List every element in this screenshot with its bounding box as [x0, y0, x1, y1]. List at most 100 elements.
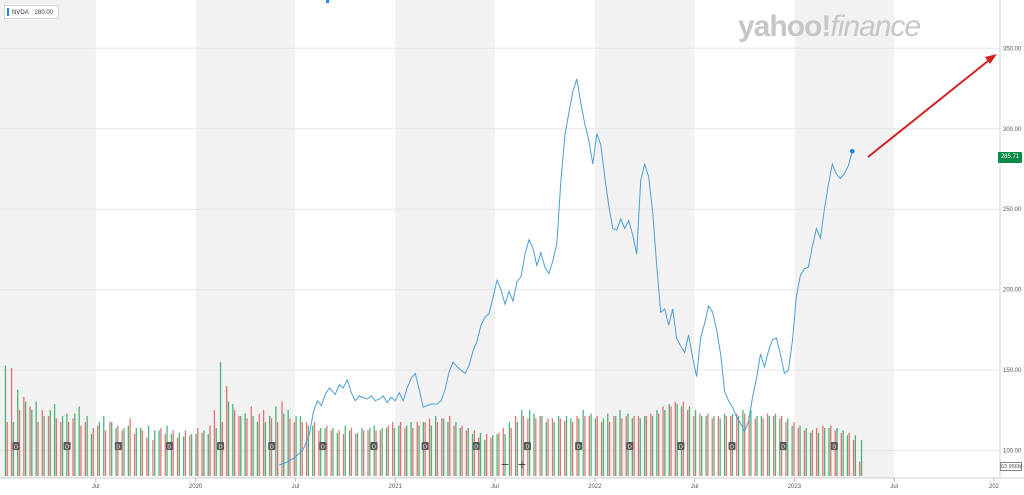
y-tick-label: 250.00: [1003, 207, 1022, 213]
volume-bar: [135, 428, 137, 476]
zoom-in-button[interactable]: +: [517, 456, 527, 472]
dividend-marker-label: D: [14, 445, 18, 451]
y-axis-ticks: 100.00 150.00 200.00 250.00 300.00 350.00: [1003, 46, 1022, 454]
shaded-band: [195, 0, 296, 478]
volume-bar: [258, 413, 260, 476]
volume-bar: [471, 434, 474, 476]
volume-bar: [600, 422, 603, 476]
volume-bar: [252, 416, 254, 476]
volume-bar: [160, 428, 162, 476]
volume-bar: [725, 416, 727, 476]
last-price-tag: 285.71: [998, 152, 1022, 163]
volume-bar: [854, 435, 857, 476]
volume-bar: [717, 416, 720, 476]
volume-bar: [141, 430, 144, 476]
volume-bars: [4, 362, 863, 476]
volume-bar: [178, 432, 180, 476]
volume-bar: [803, 430, 806, 476]
volume-bar: [680, 406, 683, 476]
volume-bar: [275, 406, 277, 476]
volume-bar: [201, 432, 203, 476]
volume-bar: [490, 437, 492, 476]
dividend-marker-label: D: [832, 445, 836, 451]
dividend-marker: [472, 442, 480, 450]
volume-bar: [154, 430, 156, 476]
volume-bar: [455, 422, 457, 476]
volume-bar: [504, 434, 506, 476]
gridlines: [0, 0, 1024, 479]
volume-bar: [541, 416, 543, 476]
volume-bar: [750, 410, 752, 476]
last-price-dot: [849, 148, 855, 154]
dividend-marker-label: D: [423, 445, 427, 451]
volume-bar: [326, 425, 328, 476]
volume-bar: [318, 430, 320, 476]
volume-bar: [283, 413, 285, 476]
volume-bar: [682, 401, 684, 476]
volume-bar: [320, 428, 322, 476]
volume-bar: [859, 461, 861, 476]
ticker-value: 280.00: [34, 10, 54, 16]
volume-bar: [281, 401, 283, 476]
volume-bar: [539, 416, 541, 476]
zoom-out-button[interactable]: −: [500, 456, 510, 472]
dividend-marker-label: D: [372, 445, 376, 451]
volume-bar: [498, 432, 500, 476]
volume-bar: [639, 418, 641, 476]
volume-bar: [809, 432, 812, 476]
volume-bar: [608, 422, 611, 476]
volume-bar: [129, 418, 131, 476]
volume-bar: [547, 418, 549, 476]
volume-bar: [342, 434, 345, 476]
volume-bar: [355, 434, 357, 476]
volume-bar: [508, 422, 511, 476]
dividend-marker: [268, 442, 276, 450]
volume-bar: [478, 437, 480, 476]
volume-bar: [516, 422, 519, 476]
volume-bar: [688, 406, 691, 476]
volume-bar: [287, 410, 289, 476]
volume-bar: [713, 416, 715, 476]
volume-bar: [465, 430, 468, 476]
volume-bar: [219, 362, 222, 476]
y-tick-label: 200.00: [1003, 288, 1022, 294]
volume-bar: [662, 406, 664, 476]
volume-bar: [92, 428, 94, 476]
volume-bar: [170, 434, 173, 476]
volume-bar: [103, 416, 105, 476]
volume-bar: [760, 416, 763, 476]
range-marker: [326, 0, 329, 3]
volume-bar: [338, 430, 340, 476]
volume-bar: [111, 422, 113, 476]
volume-bar: [41, 410, 43, 476]
volume-bar: [768, 416, 770, 476]
volume-bar: [246, 418, 248, 476]
dividend-marker: [217, 442, 225, 450]
volume-bar: [213, 410, 216, 476]
ticker-legend[interactable]: NVDA 280.00: [4, 5, 60, 19]
volume-bar: [385, 428, 388, 476]
volume-bar: [49, 410, 51, 476]
volume-bar: [4, 365, 7, 476]
dividend-marker: [370, 442, 378, 450]
volume-bar: [244, 413, 246, 476]
volume-bar: [693, 416, 695, 476]
volume-bar: [301, 422, 303, 476]
volume-bar: [305, 422, 308, 476]
volume-bar: [195, 434, 197, 476]
volume-bar: [43, 416, 45, 476]
volume-bar: [96, 425, 99, 476]
volume-bar: [723, 413, 726, 476]
volume-bar: [152, 440, 154, 476]
volume-bar: [209, 425, 211, 476]
dividend-marker-label: D: [525, 445, 529, 451]
volume-bar: [447, 422, 449, 476]
volume-bar: [793, 422, 795, 476]
volume-bar: [584, 416, 586, 476]
volume-bar: [207, 434, 209, 476]
volume-bar: [590, 413, 592, 476]
volume-bar: [570, 418, 572, 476]
